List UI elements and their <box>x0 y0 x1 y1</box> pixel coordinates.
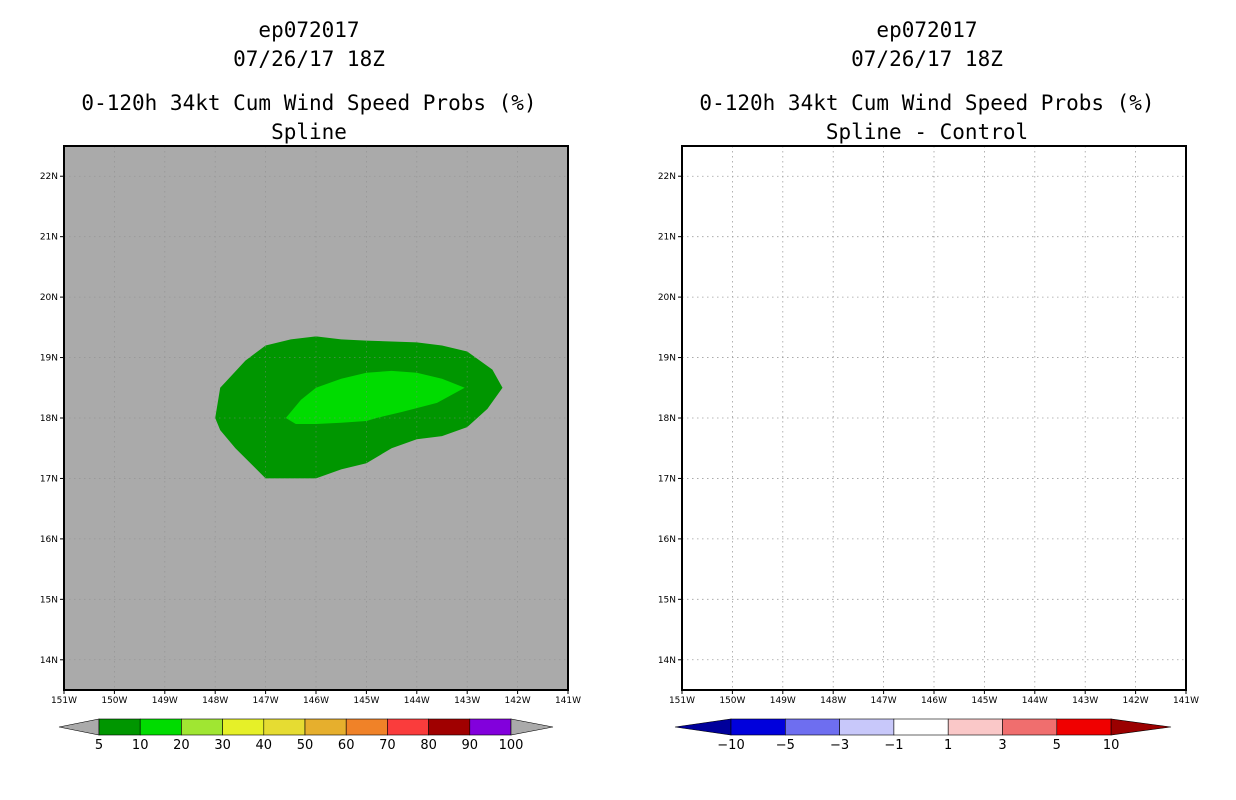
right-title-method: Spline - Control <box>825 120 1029 144</box>
y-tick-label: 19N <box>40 354 58 364</box>
colorbar-swatch <box>1002 718 1058 736</box>
colorbar-swatch <box>839 718 895 736</box>
colorbar-swatch <box>469 718 512 736</box>
x-tick-label: 150W <box>719 696 745 706</box>
colorbar-swatch <box>181 718 223 736</box>
x-tick-label: 151W <box>51 696 77 706</box>
y-tick-label: 17N <box>40 474 58 484</box>
x-tick-label: 141W <box>1173 696 1199 706</box>
x-tick-label: 149W <box>152 696 178 706</box>
colorbar-high-arrow <box>510 718 554 736</box>
x-tick-label: 142W <box>1123 696 1149 706</box>
colorbar-label: 20 <box>173 738 190 753</box>
left-title-date: 07/26/17 18Z <box>233 47 385 71</box>
y-tick-label: 14N <box>40 656 58 666</box>
colorbar-label: 1 <box>944 738 952 753</box>
left-panel: ep072017 07/26/17 18Z 0-120h 34kt Cum Wi… <box>40 18 581 754</box>
colorbar-high-arrow <box>1110 718 1172 736</box>
x-tick-label: 150W <box>101 696 127 706</box>
colorbar-label: 5 <box>95 738 103 753</box>
colorbar-label: −1 <box>884 738 903 753</box>
right-title-product: 0-120h 34kt Cum Wind Speed Probs (%) <box>699 91 1155 115</box>
y-tick-label: 21N <box>40 233 58 243</box>
x-tick-label: 144W <box>404 696 430 706</box>
y-tick-label: 22N <box>658 172 676 182</box>
colorbar-low-arrow <box>58 718 100 736</box>
colorbar-swatch <box>222 718 265 736</box>
colorbar-swatch <box>387 718 429 736</box>
x-tick-label: 146W <box>921 696 947 706</box>
y-tick-label: 17N <box>658 474 676 484</box>
colorbar-label: 30 <box>214 738 231 753</box>
x-tick-label: 148W <box>820 696 846 706</box>
colorbar-label: 5 <box>1053 738 1061 753</box>
colorbar-label: 80 <box>420 738 437 753</box>
y-tick-label: 16N <box>40 535 58 545</box>
contour-10-20pct <box>285 370 465 424</box>
y-tick-label: 18N <box>658 414 676 424</box>
colorbar-label: −10 <box>717 738 744 753</box>
colorbar-swatch <box>139 718 182 736</box>
left-title-storm: ep072017 <box>258 18 360 42</box>
colorbar-low-arrow <box>674 718 732 736</box>
x-tick-label: 145W <box>971 696 997 706</box>
colorbar-label: 90 <box>462 738 479 753</box>
left-title-method: Spline <box>271 120 347 144</box>
colorbar-label: 10 <box>1103 738 1120 753</box>
y-tick-label: 14N <box>658 656 676 666</box>
grid-lines <box>682 146 1186 690</box>
right-title-storm: ep072017 <box>876 18 978 42</box>
y-tick-label: 22N <box>40 172 58 182</box>
y-tick-label: 15N <box>40 595 58 605</box>
colorbar-label: 60 <box>338 738 355 753</box>
colorbar-swatch <box>947 718 1003 736</box>
y-tick-label: 19N <box>658 354 676 364</box>
colorbar-swatch <box>893 718 949 736</box>
colorbar-swatch <box>730 718 786 736</box>
right-panel: ep072017 07/26/17 18Z 0-120h 34kt Cum Wi… <box>618 0 1236 800</box>
left-title-product: 0-120h 34kt Cum Wind Speed Probs (%) <box>81 91 537 115</box>
colorbar-swatch <box>428 718 471 736</box>
x-tick-label: 146W <box>303 696 329 706</box>
colorbar-swatch <box>263 718 306 736</box>
y-tick-label: 21N <box>658 233 676 243</box>
colorbar-label: 50 <box>297 738 314 753</box>
colorbar-label: −3 <box>830 738 849 753</box>
y-tick-label: 20N <box>658 293 676 303</box>
left-chart: 22N 21N 20N 19N 18N 17N 16N 15N 14N 151W 150W 149W 1… <box>40 145 581 753</box>
colorbar-label: 100 <box>499 738 524 753</box>
colorbar-label: −5 <box>776 738 795 753</box>
colorbar-label: 10 <box>132 738 149 753</box>
colorbar-label: 70 <box>379 738 396 753</box>
colorbar-swatch <box>98 718 141 736</box>
x-tick-label: 145W <box>353 696 379 706</box>
colorbar-swatch <box>304 718 347 736</box>
colorbar-swatch <box>785 718 840 736</box>
x-tick-label: 143W <box>454 696 480 706</box>
colorbar-swatch <box>1056 718 1112 736</box>
y-tick-label: 18N <box>40 414 58 424</box>
x-tick-label: 147W <box>871 696 897 706</box>
y-tick-label: 20N <box>40 293 58 303</box>
x-tick-label: 147W <box>253 696 279 706</box>
x-tick-label: 149W <box>770 696 796 706</box>
right-title-date: 07/26/17 18Z <box>851 47 1003 71</box>
colorbar-swatch <box>345 718 388 736</box>
x-tick-label: 144W <box>1022 696 1048 706</box>
x-tick-label: 141W <box>555 696 581 706</box>
x-tick-label: 148W <box>202 696 228 706</box>
colorbar-label: 40 <box>256 738 273 753</box>
x-tick-label: 151W <box>669 696 695 706</box>
grid-lines <box>64 146 568 690</box>
right-chart: 22N 21N 20N 19N 18N 17N 16N 15N 14N 151W 150W 149W 1… <box>658 145 1199 753</box>
colorbar-label: 3 <box>998 738 1006 753</box>
y-tick-label: 15N <box>658 595 676 605</box>
x-tick-label: 143W <box>1072 696 1098 706</box>
x-tick-label: 142W <box>505 696 531 706</box>
y-tick-label: 16N <box>658 535 676 545</box>
